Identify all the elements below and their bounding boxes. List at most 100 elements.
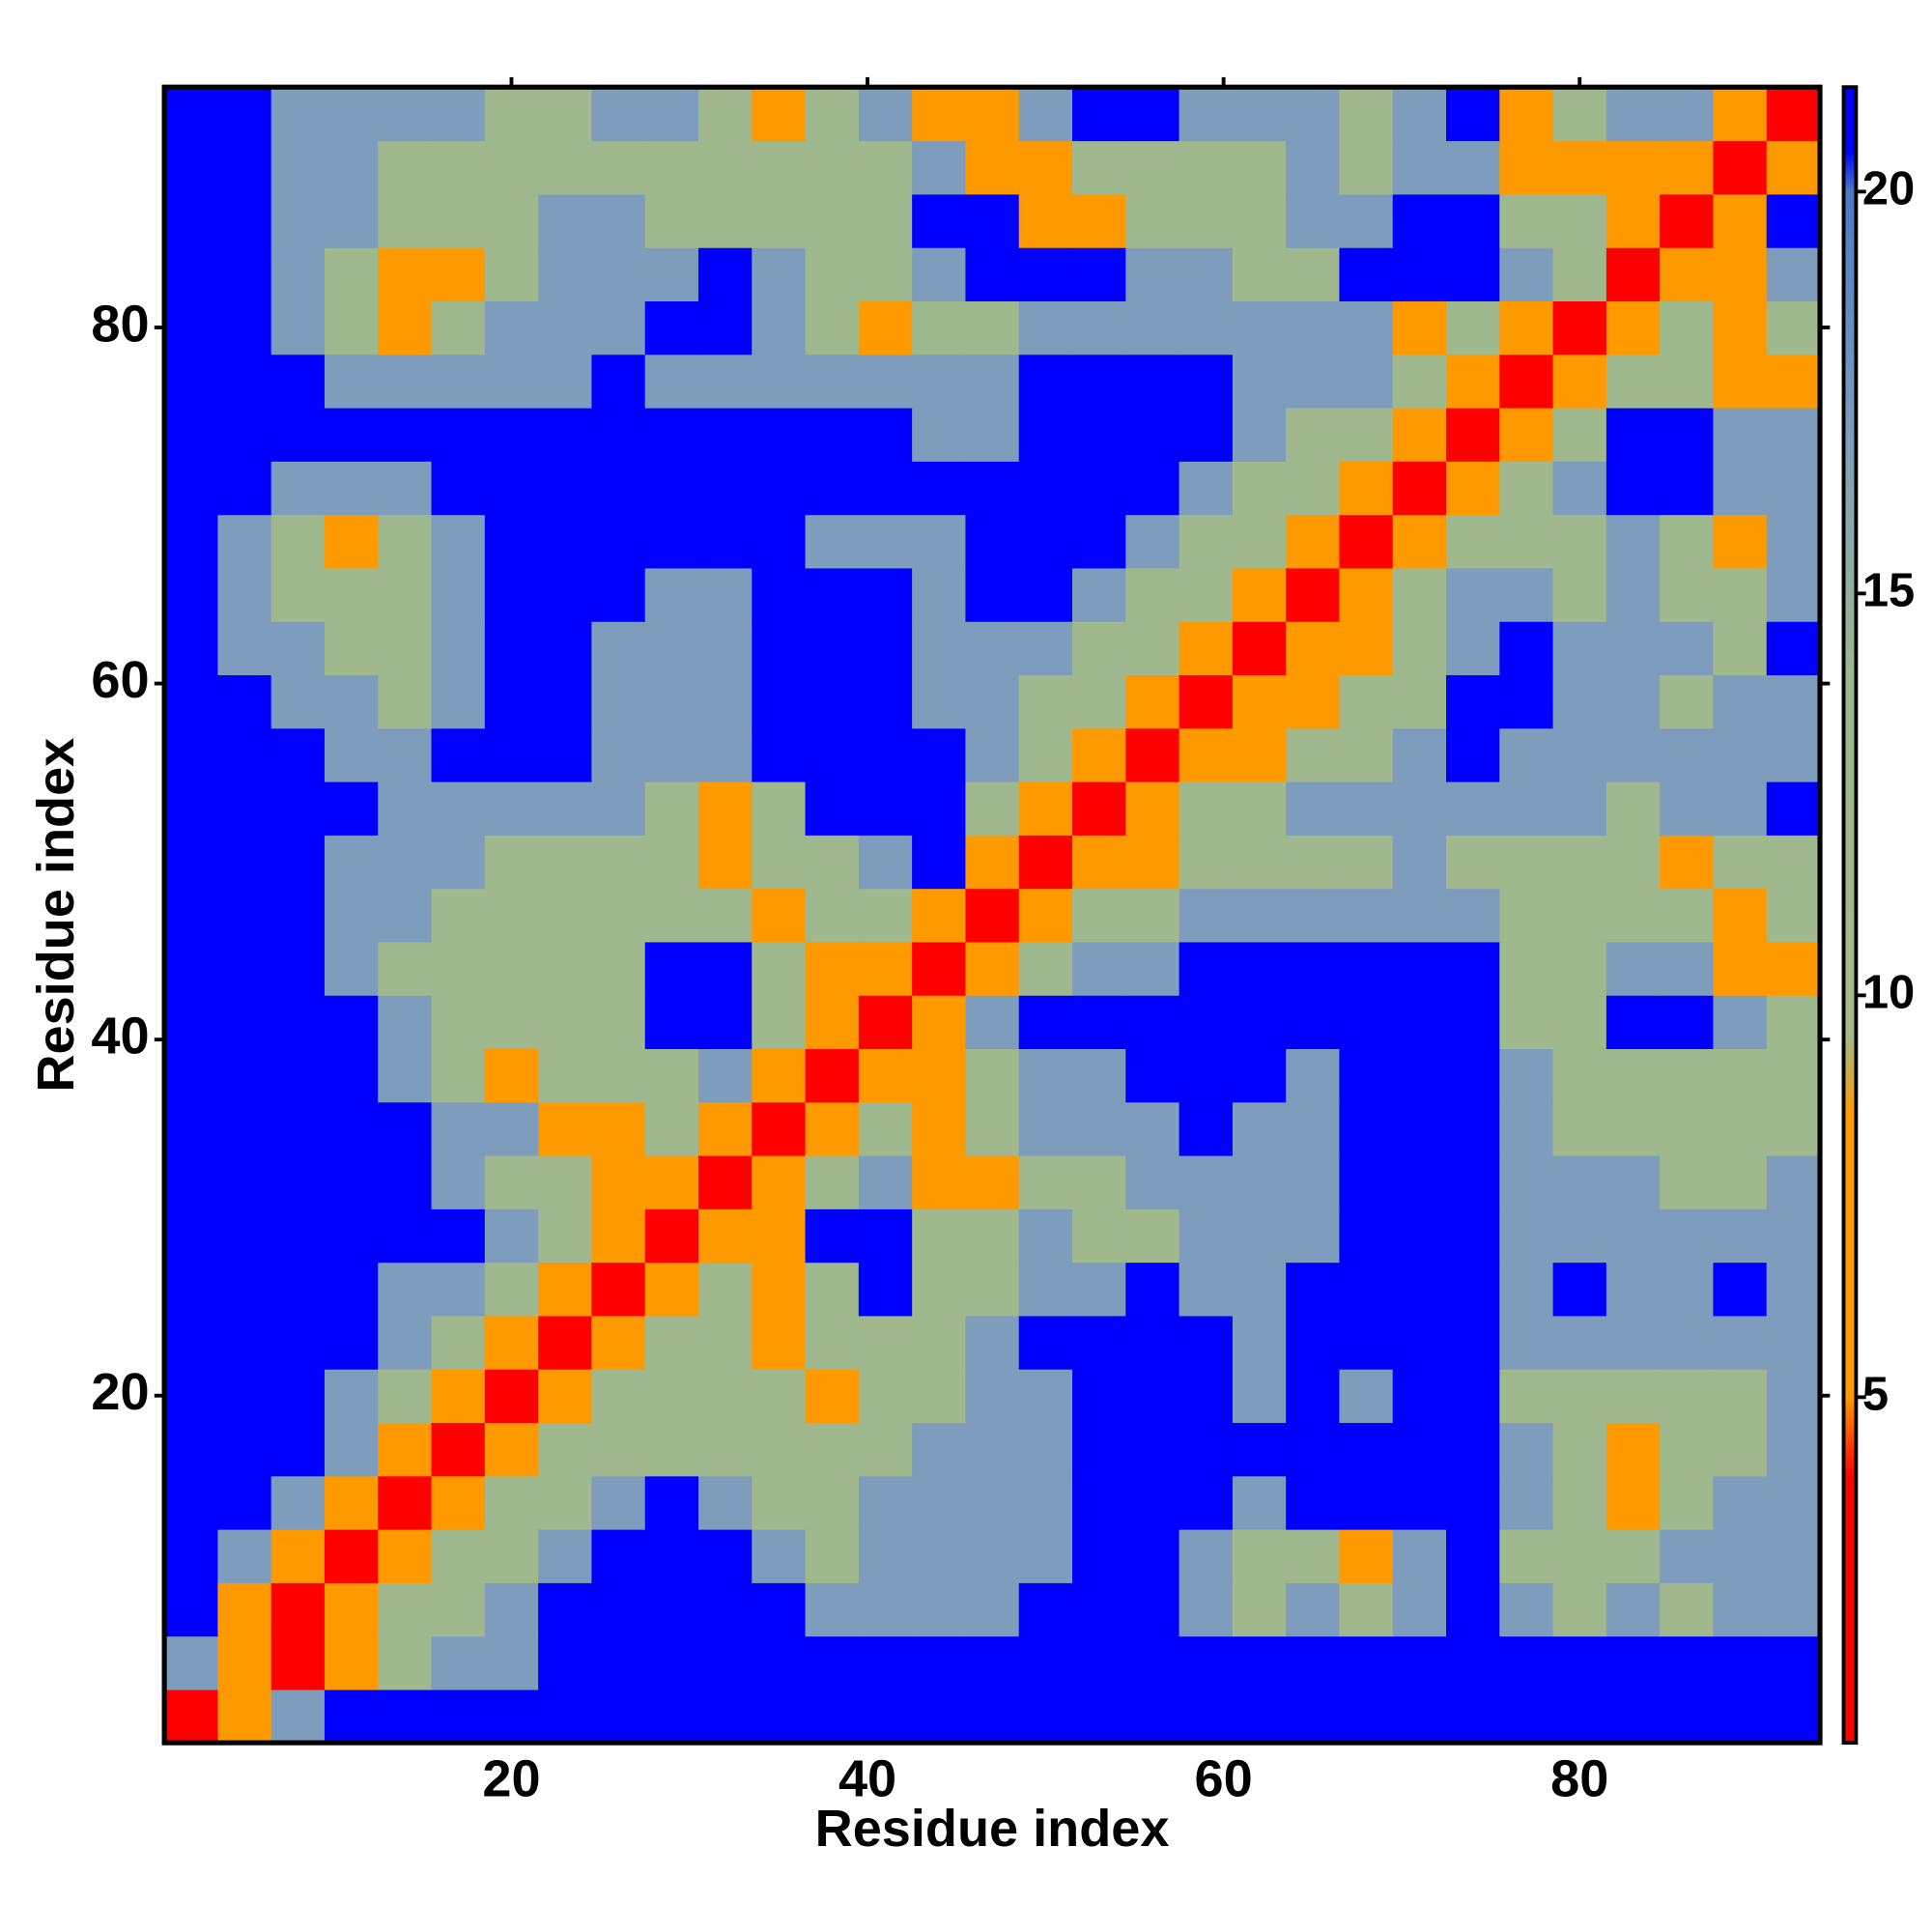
heatmap-cell bbox=[752, 300, 807, 355]
heatmap-cell bbox=[270, 1635, 326, 1690]
heatmap-cell bbox=[912, 1101, 967, 1156]
heatmap-cell bbox=[912, 1208, 967, 1264]
heatmap-cell bbox=[1660, 1048, 1715, 1103]
heatmap-cell bbox=[1018, 354, 1073, 409]
heatmap-cell bbox=[164, 1422, 219, 1477]
heatmap-cell bbox=[324, 1315, 379, 1370]
heatmap-cell bbox=[912, 888, 967, 943]
heatmap-cell bbox=[1766, 567, 1821, 622]
heatmap-cell bbox=[752, 461, 807, 516]
heatmap-cell bbox=[1018, 514, 1073, 569]
heatmap-cell bbox=[1339, 407, 1394, 462]
heatmap-cell bbox=[164, 781, 219, 836]
heatmap-cell bbox=[538, 1048, 593, 1103]
heatmap-cell bbox=[1499, 1208, 1554, 1264]
heatmap-cell bbox=[484, 461, 539, 516]
heatmap-cell bbox=[217, 193, 272, 248]
heatmap-cell bbox=[1552, 300, 1607, 355]
heatmap-cell bbox=[1552, 193, 1607, 248]
heatmap-cell bbox=[270, 1208, 326, 1264]
heatmap-cell bbox=[591, 1315, 646, 1370]
heatmap-cell bbox=[965, 514, 1020, 569]
heatmap-cell bbox=[1286, 1369, 1341, 1424]
heatmap-cell bbox=[912, 354, 967, 409]
heatmap-cell bbox=[1446, 140, 1500, 195]
heatmap-cell bbox=[1179, 354, 1234, 409]
heatmap-cell bbox=[1339, 514, 1394, 569]
heatmap-cell bbox=[1713, 941, 1768, 996]
heatmap-cell bbox=[965, 1154, 1020, 1209]
heatmap-cell bbox=[431, 514, 486, 569]
heatmap-cell bbox=[1446, 247, 1500, 302]
heatmap-cell bbox=[591, 1422, 646, 1477]
heatmap-cell bbox=[1552, 1154, 1607, 1209]
heatmap-cell bbox=[1605, 140, 1661, 195]
heatmap-cell bbox=[912, 1475, 967, 1530]
heatmap-cell bbox=[1446, 888, 1500, 943]
heatmap-cell bbox=[591, 567, 646, 622]
heatmap-cell bbox=[965, 1528, 1020, 1583]
heatmap-cell bbox=[1552, 1475, 1607, 1530]
heatmap-cell bbox=[1339, 941, 1394, 996]
heatmap-cell bbox=[1713, 1315, 1768, 1370]
heatmap-cell bbox=[697, 354, 753, 409]
heatmap-cell bbox=[591, 1048, 646, 1103]
heatmap-cell bbox=[858, 621, 913, 676]
heatmap-cell bbox=[217, 941, 272, 996]
heatmap-cell bbox=[644, 888, 699, 943]
heatmap-cell bbox=[912, 1154, 967, 1209]
heatmap-cell bbox=[1018, 1369, 1073, 1424]
heatmap-cell bbox=[164, 1315, 219, 1370]
heatmap-cell bbox=[1766, 674, 1821, 729]
heatmap-cell bbox=[1071, 1528, 1126, 1583]
heatmap-cell bbox=[1766, 1369, 1821, 1424]
heatmap-cell bbox=[270, 407, 326, 462]
heatmap-cell bbox=[1499, 1315, 1554, 1370]
heatmap-cell bbox=[644, 300, 699, 355]
heatmap-cell bbox=[591, 1101, 646, 1156]
heatmap-cell bbox=[965, 87, 1020, 142]
heatmap-cell bbox=[1125, 727, 1180, 782]
heatmap-cell bbox=[1232, 1635, 1287, 1690]
heatmap-cell bbox=[965, 888, 1020, 943]
heatmap-cell bbox=[912, 1422, 967, 1477]
heatmap-cell bbox=[1552, 621, 1607, 676]
heatmap-cell bbox=[217, 1315, 272, 1370]
heatmap-cell bbox=[644, 1154, 699, 1209]
heatmap-cell bbox=[484, 1048, 539, 1103]
heatmap-cell bbox=[1018, 567, 1073, 622]
heatmap-cell bbox=[1071, 1262, 1126, 1317]
heatmap-cell bbox=[164, 300, 219, 355]
heatmap-cell bbox=[1018, 1262, 1073, 1317]
heatmap-cell bbox=[752, 1582, 807, 1637]
heatmap-cell bbox=[1605, 1101, 1661, 1156]
heatmap-cell bbox=[1339, 1369, 1394, 1424]
heatmap-cell bbox=[591, 1262, 646, 1317]
heatmap-cell bbox=[324, 1475, 379, 1530]
heatmap-cell bbox=[912, 621, 967, 676]
heatmap-cell bbox=[1286, 1048, 1341, 1103]
heatmap-cell bbox=[164, 1689, 219, 1744]
heatmap-cell bbox=[1446, 1422, 1500, 1477]
heatmap-cell bbox=[752, 247, 807, 302]
heatmap-cell bbox=[1071, 995, 1126, 1050]
heatmap-cell bbox=[858, 193, 913, 248]
heatmap-cell bbox=[1660, 87, 1715, 142]
heatmap-cell bbox=[1125, 674, 1180, 729]
heatmap-cell bbox=[752, 1635, 807, 1690]
heatmap-cell bbox=[1232, 727, 1287, 782]
heatmap-cell bbox=[1392, 1582, 1447, 1637]
heatmap-cell bbox=[1660, 407, 1715, 462]
heatmap-cell bbox=[1446, 300, 1500, 355]
heatmap-cell bbox=[1766, 1315, 1821, 1370]
heatmap-cell bbox=[697, 941, 753, 996]
heatmap-cell bbox=[1446, 835, 1500, 890]
heatmap-cell bbox=[1232, 1315, 1287, 1370]
heatmap-cell bbox=[1660, 1101, 1715, 1156]
heatmap-cell bbox=[1713, 193, 1768, 248]
heatmap-cell bbox=[1660, 621, 1715, 676]
heatmap-cell bbox=[1286, 407, 1341, 462]
heatmap-cell bbox=[1605, 1262, 1661, 1317]
heatmap-cell bbox=[164, 1154, 219, 1209]
heatmap-cell bbox=[1499, 354, 1554, 409]
